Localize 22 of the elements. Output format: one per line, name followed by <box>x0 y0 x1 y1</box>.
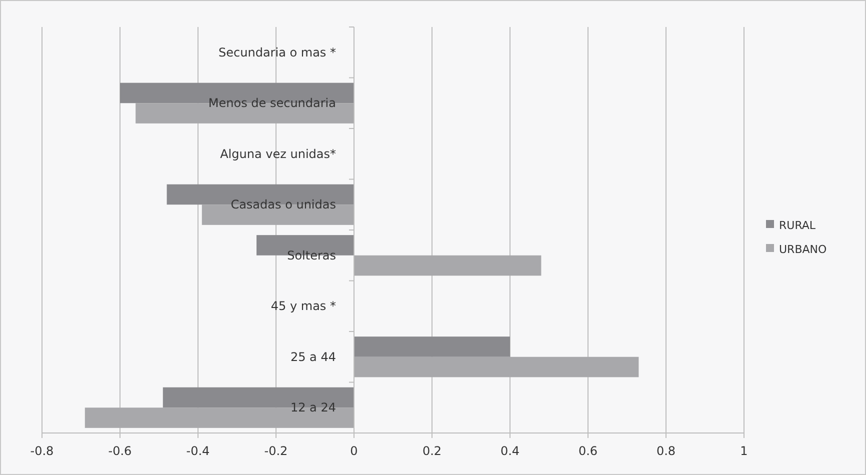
y-tick-label: 45 y mas * <box>270 299 336 314</box>
x-tick-label: -0.2 <box>264 444 288 458</box>
x-tick-label: 0 <box>350 444 358 458</box>
legend-label: RURAL <box>779 219 816 232</box>
legend-label: URBANO <box>779 243 827 256</box>
y-tick-label: 12 a 24 <box>290 400 336 415</box>
y-tick-label: Menos de secundaria <box>208 96 336 110</box>
y-tick-label: 25 a 44 <box>290 350 336 364</box>
bar <box>354 336 510 357</box>
x-tick-label: 0.6 <box>578 444 598 458</box>
x-tick-label: 1 <box>740 444 748 458</box>
x-tick-label: 0.2 <box>422 444 442 458</box>
x-tick-label: -0.4 <box>186 444 210 458</box>
y-tick-label: Alguna vez unidas* <box>220 146 336 161</box>
x-tick-label: 0.4 <box>500 444 520 458</box>
bar <box>354 255 542 276</box>
x-tick-label: 0.8 <box>656 444 676 458</box>
y-tick-label: Secundaria o mas * <box>218 45 336 60</box>
x-tick-label: -0.8 <box>30 444 54 458</box>
bar <box>354 356 639 378</box>
y-tick-label: Casadas o unidas <box>230 198 336 212</box>
x-tick-label: -0.6 <box>108 444 132 458</box>
